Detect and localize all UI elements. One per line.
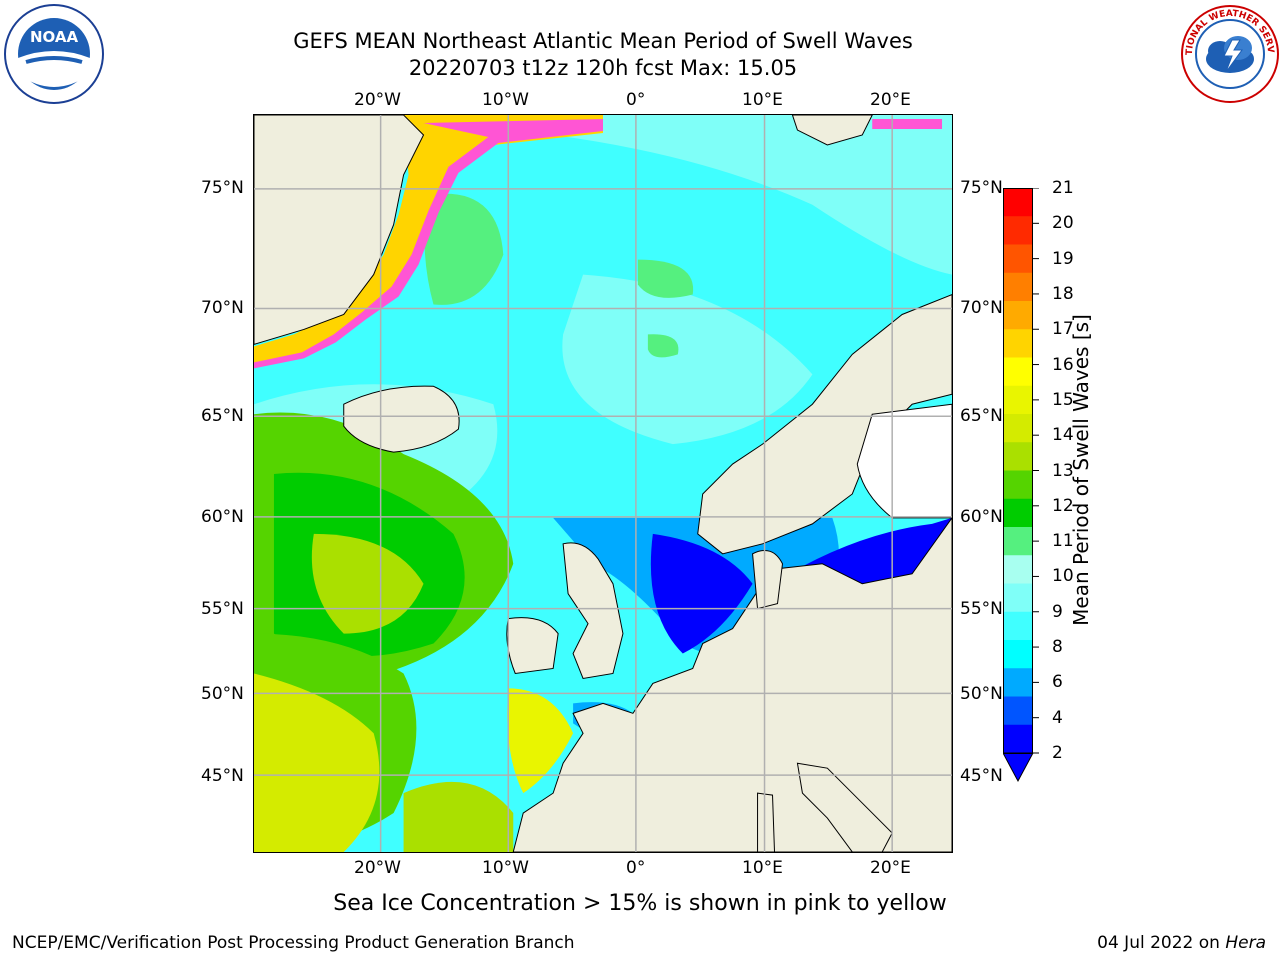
field-period-8-9-norwegian-sea (562, 274, 813, 445)
lon-label-top-10e: 10°E (742, 90, 783, 110)
colorbar-swatch (1003, 329, 1033, 358)
footer-right: 04 Jul 2022 on Hera (1097, 933, 1266, 953)
colorbar-tick-label: 9 (1052, 601, 1063, 622)
colorbar-swatch (1003, 216, 1033, 245)
lat-label-left-55n: 55°N (201, 599, 244, 619)
colorbar-swatch (1003, 244, 1033, 274)
footer-machine: Hera (1225, 933, 1266, 953)
lon-label-top-0: 0° (626, 90, 646, 110)
land-svalbard (791, 115, 873, 146)
field-period-11-12-biscay-edge (403, 781, 514, 852)
lat-label-right-55n: 55°N (960, 599, 1003, 619)
colorbar-swatch (1003, 498, 1033, 528)
colorbar-extend-triangle (1003, 752, 1034, 783)
lon-label-bottom-20e: 20°E (870, 858, 911, 878)
nws-logo: NATIONAL WEATHER SERVICE (1180, 4, 1279, 103)
field-period-8-9-north (553, 115, 952, 275)
colorbar-tick-label: 11 (1052, 531, 1074, 552)
lat-label-left-65n: 65°N (201, 406, 244, 426)
field-period-13-15-biscay (507, 688, 574, 794)
colorbar-swatch (1003, 611, 1033, 641)
colorbar-tick-label: 16 (1052, 354, 1074, 375)
noaa-logo: NOAA (4, 4, 104, 104)
colorbar-tick-label: 2 (1052, 743, 1063, 763)
colorbar-tick-label: 18 (1052, 283, 1074, 304)
swell-period-map (253, 114, 953, 853)
lat-label-right-60n: 60°N (960, 507, 1003, 527)
lon-label-top-20e: 20°E (870, 90, 911, 110)
colorbar-tick-label: 21 (1052, 178, 1074, 198)
lon-label-bottom-10e: 10°E (742, 858, 783, 878)
colorbar (1003, 188, 1039, 783)
lat-label-left-60n: 60°N (201, 507, 244, 527)
land-italy (796, 762, 893, 852)
land-continental-europe (512, 517, 952, 852)
colorbar-tick-label: 13 (1052, 460, 1074, 481)
map-title-line1: GEFS MEAN Northeast Atlantic Mean Period… (293, 29, 913, 53)
colorbar-tick-label: 19 (1052, 248, 1074, 269)
lon-label-top-10w: 10°W (482, 90, 529, 110)
colorbar-swatch (1003, 301, 1033, 330)
land-corsica-sardinia (757, 792, 776, 852)
field-period-9-10-patch-central (637, 259, 694, 298)
footer-date: 04 Jul 2022 on (1097, 933, 1226, 953)
sea-ice-band-greenland (254, 115, 603, 365)
lat-label-left-75n: 75°N (201, 178, 244, 198)
lat-label-right-75n: 75°N (960, 178, 1003, 198)
colorbar-swatch (1003, 668, 1033, 697)
field-period-9-10-patch-east (647, 334, 679, 358)
colorbar-tick-label: 20 (1052, 213, 1074, 234)
colorbar-swatch (1003, 414, 1033, 443)
field-period-12-14-southwest (254, 673, 380, 852)
field-period-2-4-north-sea (650, 533, 753, 654)
lat-label-right-65n: 65°N (960, 406, 1003, 426)
sea-ice-caption: Sea Ice Concentration > 15% is shown in … (333, 891, 947, 916)
colorbar-swatch (1003, 527, 1033, 556)
footer-left: NCEP/EMC/Verification Post Processing Pr… (12, 933, 575, 953)
land-finland-ice (856, 403, 952, 519)
lon-label-bottom-10w: 10°W (482, 858, 529, 878)
colorbar-tick-label: 15 (1052, 389, 1074, 410)
colorbar-swatch (1003, 442, 1033, 471)
land-great-britain (562, 542, 624, 679)
colorbar-tick-label: 8 (1052, 637, 1063, 658)
field-period-9-10-patch-north (424, 193, 504, 305)
lat-label-right-70n: 70°N (960, 298, 1003, 318)
lon-label-bottom-0: 0° (626, 858, 646, 878)
colorbar-swatch (1003, 385, 1033, 415)
lat-label-left-45n: 45°N (201, 766, 244, 786)
lat-label-left-50n: 50°N (201, 684, 244, 704)
lat-label-left-70n: 70°N (201, 298, 244, 318)
colorbar-tick-label: 12 (1052, 495, 1074, 516)
lon-label-top-20w: 20°W (354, 90, 401, 110)
colorbar-swatch (1003, 470, 1033, 500)
colorbar-tick-label: 17 (1052, 319, 1074, 340)
colorbar-swatch (1003, 724, 1033, 754)
colorbar-tick-label: 14 (1052, 425, 1074, 446)
colorbar-outline (1003, 188, 1033, 754)
colorbar-tick-label: 4 (1052, 707, 1063, 728)
lat-label-right-50n: 50°N (960, 684, 1003, 704)
colorbar-swatch (1003, 555, 1033, 584)
map-title-line2: 20220703 t12z 120h fcst Max: 15.05 (408, 56, 798, 80)
colorbar-swatch (1003, 583, 1033, 613)
colorbar-swatch (1003, 696, 1033, 726)
land-iceland (343, 385, 460, 453)
colorbar-swatch (1003, 272, 1033, 302)
colorbar-swatch (1003, 640, 1033, 669)
colorbar-tick-label: 6 (1052, 672, 1063, 693)
colorbar-swatch (1003, 357, 1033, 387)
lon-label-bottom-20w: 20°W (354, 858, 401, 878)
land-ireland (506, 617, 559, 675)
sea-ice-pink-svalbard (872, 119, 943, 130)
colorbar-tick-label: 10 (1052, 566, 1074, 587)
graticule (254, 115, 952, 852)
land-denmark (752, 550, 783, 610)
lat-label-right-45n: 45°N (960, 766, 1003, 786)
colorbar-swatch (1003, 188, 1033, 217)
noaa-logo-text: NOAA (30, 28, 79, 46)
